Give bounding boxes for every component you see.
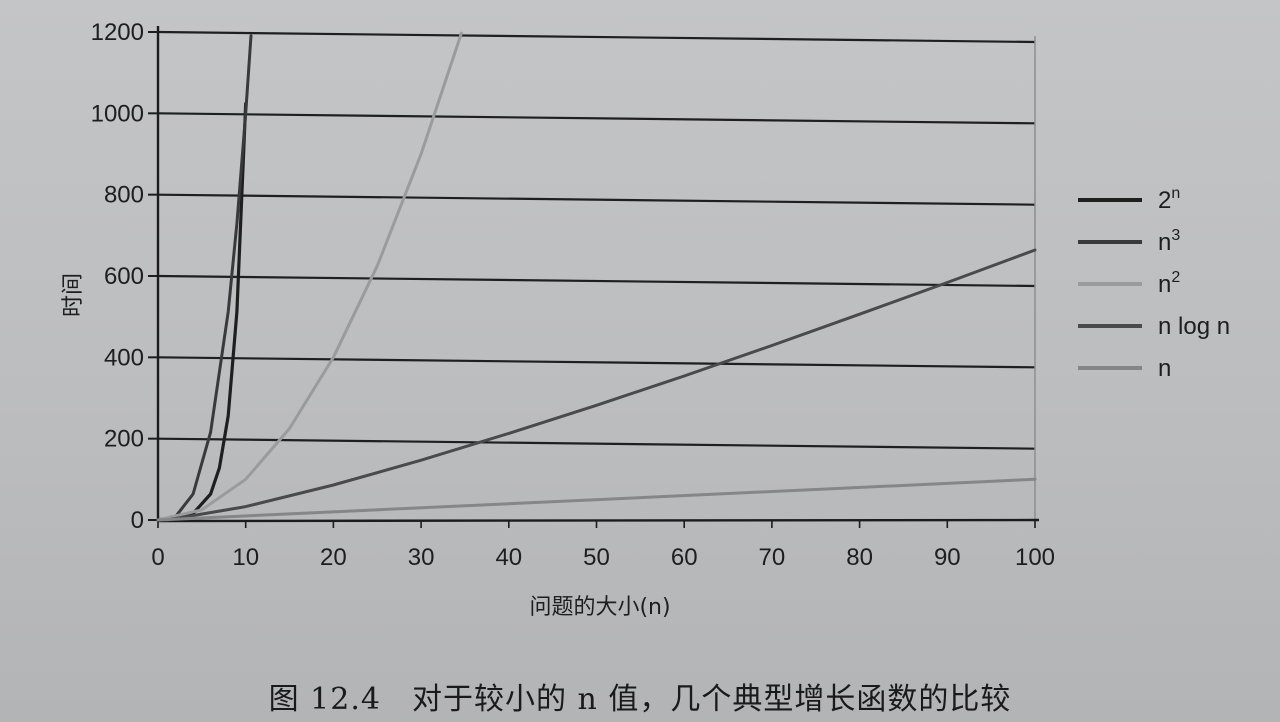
grid-line <box>157 112 1036 125</box>
series-line <box>156 34 253 522</box>
x-axis-title: 问题的大小(n) <box>529 595 670 620</box>
x-tick-label: 70 <box>759 544 786 571</box>
x-axis-line <box>157 518 1040 523</box>
y-tick-label: 800 <box>104 182 144 209</box>
grid-line <box>157 356 1036 369</box>
grid-line <box>157 437 1036 450</box>
legend-label: 2n <box>1158 185 1180 214</box>
x-tick-label: 50 <box>583 544 610 571</box>
x-tick-label: 30 <box>408 544 435 571</box>
x-tick-label: 40 <box>495 544 522 571</box>
legend: 2n n3 n2 n log n n <box>1078 185 1230 382</box>
x-tick-label: 20 <box>320 544 347 571</box>
y-tick-label: 600 <box>104 263 144 290</box>
figure-caption: 图 12.4 对于较小的 n 值，几个典型增长函数的比较 <box>268 682 1012 717</box>
y-tick-label: 1000 <box>91 100 144 127</box>
grid-line <box>157 193 1036 206</box>
legend-label: n2 <box>1158 269 1180 298</box>
series-line <box>156 31 463 522</box>
series-line <box>165 248 1037 522</box>
legend-entry: 2n <box>1078 185 1180 214</box>
legend-label: n log n <box>1158 313 1230 340</box>
series-line <box>156 101 248 522</box>
y-tick-label: 200 <box>104 426 144 453</box>
legend-entry: n3 <box>1078 227 1180 256</box>
y-axis-title: 时间 <box>61 273 86 317</box>
x-tick-label: 90 <box>934 544 961 571</box>
series-line <box>156 477 1037 522</box>
grid-line <box>157 30 1036 44</box>
x-tick-label: 10 <box>232 544 259 571</box>
x-tick-label: 80 <box>846 544 873 571</box>
x-tick-label: 100 <box>1015 544 1055 571</box>
y-axis-ticks: 0 200 400 600 800 1000 1200 <box>91 19 158 534</box>
x-tick-label: 60 <box>671 544 698 571</box>
legend-entry: n <box>1078 355 1171 382</box>
y-tick-label: 0 <box>131 507 144 534</box>
legend-label: n <box>1158 355 1171 382</box>
x-axis-ticks: 0 10 20 30 40 50 60 70 80 90 100 <box>151 520 1055 571</box>
legend-label: n3 <box>1158 227 1180 256</box>
y-tick-label: 400 <box>104 344 144 371</box>
y-tick-label: 1200 <box>91 19 144 46</box>
legend-entry: n log n <box>1078 313 1230 340</box>
series-lines <box>156 31 1037 522</box>
grid-lines <box>157 30 1036 522</box>
grid-line <box>157 274 1036 288</box>
legend-entry: n2 <box>1078 269 1180 298</box>
x-tick-label: 0 <box>151 544 164 571</box>
